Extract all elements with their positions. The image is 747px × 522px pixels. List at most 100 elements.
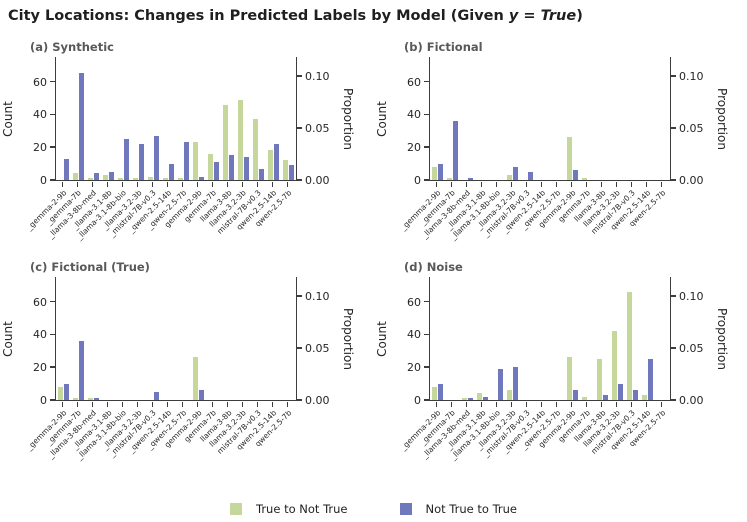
y-axis-label: Count xyxy=(1,100,15,137)
y2-tick-label: 0.05 xyxy=(305,121,330,135)
legend: True to Not True Not True to True xyxy=(0,502,747,516)
y-tick xyxy=(424,300,429,303)
y-tick-label: 40 xyxy=(407,328,421,342)
x-tick xyxy=(76,181,79,187)
bar-not-true-to-true xyxy=(169,163,174,180)
y-axis-label: Count xyxy=(1,320,15,357)
y-tick-label: 20 xyxy=(407,141,421,155)
y2-axis-label: Proportion xyxy=(341,87,355,150)
bar-not-true-to-true xyxy=(79,73,84,180)
y-tick-label: 40 xyxy=(407,108,421,122)
y-tick xyxy=(424,146,429,148)
chart-title-math: y = True xyxy=(508,8,577,24)
bar-not-true-to-true xyxy=(154,391,159,400)
x-tick xyxy=(555,181,558,187)
y2-tick-label: 0.00 xyxy=(305,394,330,407)
bar-not-true-to-true xyxy=(438,163,443,180)
bar-true-to-not-true xyxy=(223,104,228,180)
y-tick xyxy=(50,80,55,83)
chart-title: City Locations: Changes in Predicted Lab… xyxy=(8,8,583,24)
y-axis-label: Count xyxy=(375,100,389,137)
y-tick xyxy=(50,333,55,336)
bar-not-true-to-true xyxy=(453,120,458,180)
x-tick xyxy=(600,401,603,407)
x-tick xyxy=(121,181,124,187)
bar-not-true-to-true xyxy=(199,176,204,180)
plot-area xyxy=(429,277,671,401)
x-tick xyxy=(495,181,498,187)
bar-true-to-not-true xyxy=(432,386,437,400)
bar-true-to-not-true xyxy=(432,166,437,180)
legend-swatch-green xyxy=(229,503,242,515)
bar-true-to-not-true xyxy=(118,178,123,180)
x-tick xyxy=(540,181,543,187)
bar-true-to-not-true xyxy=(612,331,617,400)
legend-item-not-true-to-true: Not True to True xyxy=(399,502,517,516)
bar-true-to-not-true xyxy=(627,291,632,400)
bar-true-to-not-true xyxy=(477,393,482,400)
y-tick-label: 20 xyxy=(33,361,47,375)
bar-true-to-not-true xyxy=(208,153,213,180)
x-tick xyxy=(480,181,483,187)
bar-not-true-to-true xyxy=(214,161,219,180)
bar-true-to-not-true xyxy=(582,396,587,400)
x-tick xyxy=(196,401,199,407)
x-tick xyxy=(106,401,109,407)
subplot-a: (a) Synthetic _gemma-2-9b _gemma-7b _llama-… xyxy=(0,38,373,258)
y-tick-label: 60 xyxy=(407,295,421,309)
y2-tick-label: 0.00 xyxy=(679,174,704,187)
subplot-title: (c) Fictional (True) xyxy=(30,260,150,274)
bar-true-to-not-true xyxy=(88,178,93,180)
bar-not-true-to-true xyxy=(468,398,473,400)
y-tick xyxy=(50,113,55,116)
y2-tick xyxy=(296,347,302,349)
bar-not-true-to-true xyxy=(528,171,533,180)
y-tick-label: 60 xyxy=(407,75,421,89)
x-tick xyxy=(286,401,289,407)
x-tick xyxy=(211,401,214,407)
x-tick xyxy=(555,401,558,407)
y2-tick xyxy=(296,127,302,129)
x-tick xyxy=(151,181,154,187)
legend-swatch-purple xyxy=(399,503,412,515)
y2-tick-label: 0.05 xyxy=(305,341,330,355)
x-tick xyxy=(226,401,229,407)
x-tick xyxy=(226,181,229,187)
bar-true-to-not-true xyxy=(238,99,243,180)
bar-not-true-to-true xyxy=(289,165,294,180)
x-tick xyxy=(525,181,528,187)
y2-tick xyxy=(670,294,676,297)
legend-label: True to Not True xyxy=(255,502,348,516)
x-tick xyxy=(435,401,438,407)
bar-true-to-not-true xyxy=(193,357,198,400)
plot-area xyxy=(429,57,671,181)
x-tick xyxy=(166,401,169,407)
bar-not-true-to-true xyxy=(633,390,638,400)
y-tick xyxy=(424,399,429,401)
bar-not-true-to-true xyxy=(483,396,488,400)
bar-not-true-to-true xyxy=(184,142,189,180)
bar-not-true-to-true xyxy=(513,166,518,180)
bar-true-to-not-true xyxy=(567,357,572,400)
y-tick-label: 20 xyxy=(33,141,47,155)
x-tick xyxy=(450,181,453,187)
y-axis-label: Count xyxy=(375,320,389,357)
x-tick xyxy=(660,181,663,187)
bar-true-to-not-true xyxy=(148,176,153,180)
y2-tick-label: 0.10 xyxy=(305,69,330,83)
y-tick xyxy=(424,366,429,368)
y-tick xyxy=(50,146,55,148)
x-tick xyxy=(600,181,603,187)
bar-true-to-not-true xyxy=(133,178,138,180)
x-tick xyxy=(181,181,184,187)
y-tick xyxy=(424,333,429,336)
x-tick xyxy=(465,181,468,187)
x-tick xyxy=(570,401,573,407)
x-tick xyxy=(615,181,618,187)
bar-true-to-not-true xyxy=(597,359,602,400)
y2-tick-label: 0.00 xyxy=(679,394,704,407)
x-tick xyxy=(645,181,648,187)
subplot-title: (a) Synthetic xyxy=(30,40,114,54)
y2-tick xyxy=(296,179,302,181)
